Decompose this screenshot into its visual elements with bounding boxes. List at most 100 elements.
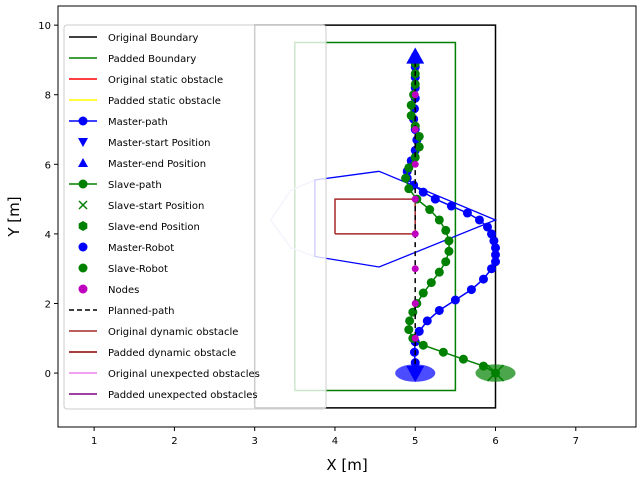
legend-label: Original dynamic obstacle — [108, 327, 238, 338]
legend-label: Padded static obstacle — [108, 96, 221, 107]
slave-path-point — [414, 131, 424, 141]
x-tick-label: 2 — [171, 436, 177, 447]
slave-path-point — [434, 215, 444, 225]
y-tick-label: 0 — [45, 369, 51, 380]
legend-dot-icon — [78, 263, 88, 273]
legend-label: Master-path — [108, 117, 168, 128]
legend-triangle-down-icon — [78, 138, 88, 147]
legend-label: Slave-end Position — [108, 222, 200, 233]
legend-label: Slave-Robot — [108, 264, 168, 275]
legend-box — [63, 24, 327, 410]
legend-dot-icon — [78, 242, 88, 252]
master-path-point — [487, 229, 496, 239]
y-tick-label: 8 — [45, 91, 51, 102]
master-path-point — [478, 274, 488, 284]
master-path-point — [466, 285, 476, 295]
master-path-point — [482, 222, 492, 232]
master-path-point — [409, 347, 419, 357]
slave-path-point — [444, 236, 454, 246]
master-path-point — [430, 194, 440, 204]
slave-start-marker — [486, 364, 505, 382]
y-axis-label: Y [m] — [5, 196, 23, 237]
slave-path-point — [414, 142, 424, 152]
slave-path-point — [405, 316, 415, 326]
slave-path-point — [458, 354, 468, 364]
legend-dot-icon — [78, 284, 88, 294]
axes-frame — [57, 5, 637, 428]
master-end-marker — [406, 47, 425, 64]
slave-path-point — [418, 340, 428, 350]
legend-x-icon — [78, 200, 88, 210]
slave-path-point — [444, 246, 454, 256]
legend-triangle-up-icon — [78, 158, 88, 167]
slave-path-point — [410, 152, 420, 162]
x-axis-label: X [m] — [326, 456, 367, 474]
slave-path-point — [438, 347, 448, 357]
slave-path-point — [404, 163, 414, 173]
slave-path-point — [406, 100, 416, 110]
legend-label: Master-Robot — [108, 243, 174, 254]
master-start-marker — [406, 365, 425, 383]
master-path-point — [434, 305, 444, 315]
master-path-point — [462, 208, 472, 218]
y-tick-label: 10 — [38, 21, 51, 32]
x-tick-label: 7 — [573, 436, 579, 447]
x-tick-label: 3 — [251, 436, 257, 447]
legend: Original Boundary Padded Boundary Original… — [63, 24, 327, 410]
y-tick-label: 6 — [45, 160, 51, 171]
node-point — [411, 160, 419, 168]
legend-label: Padded dynamic obstacle — [108, 348, 236, 359]
master-path-point — [489, 236, 499, 246]
master-sweep-outline — [314, 170, 498, 268]
legend-label: Original Boundary — [108, 33, 199, 44]
master-path-point — [450, 295, 460, 305]
slave-path-point — [434, 267, 444, 277]
slave-path-point — [404, 325, 414, 335]
master-path-point — [422, 316, 432, 326]
slave-path-point — [406, 111, 416, 121]
node-point — [411, 334, 419, 342]
master-path-point — [414, 326, 424, 336]
slave-path-point — [408, 307, 418, 317]
slave-path-point — [441, 257, 451, 267]
legend-label: Slave-path — [108, 180, 162, 191]
slave-path-point — [418, 288, 428, 298]
legend-label: Original static obstacle — [108, 75, 223, 86]
legend-label: Master-end Position — [108, 159, 206, 170]
master-path-point — [418, 187, 428, 197]
legend-label: Padded unexpected obstacles — [108, 390, 258, 401]
slave-path-point — [425, 205, 435, 215]
node-point — [411, 126, 419, 134]
slave-path-point — [441, 225, 451, 235]
legend-label: Original unexpected obstacles — [108, 369, 260, 380]
legend-label: Planned-path — [108, 306, 174, 317]
axis-ticks: 1 2 3 4 5 6 7 0 2 4 6 8 10 — [38, 21, 579, 447]
y-tick-label: 4 — [45, 230, 51, 241]
legend-label: Padded Boundary — [108, 54, 196, 65]
master-path-point — [474, 215, 484, 225]
slave-path-point — [401, 173, 411, 183]
master-path-point — [491, 257, 501, 267]
x-tick-label: 4 — [332, 436, 338, 447]
master-path-point — [446, 201, 456, 211]
legend-label: Master-start Position — [108, 138, 211, 149]
dynamic-obstacle — [334, 198, 416, 235]
legend-marker-icon — [78, 179, 88, 189]
legend-label: Nodes — [108, 285, 139, 296]
master-path-point — [487, 264, 496, 274]
x-tick-label: 5 — [412, 436, 418, 447]
node-point — [411, 91, 419, 99]
y-tick-label: 2 — [45, 299, 51, 310]
slave-path-point — [426, 278, 436, 288]
master-path-point — [491, 250, 501, 260]
legend-hexagon-icon — [78, 221, 88, 231]
master-path-point — [491, 243, 501, 253]
x-tick-label: 1 — [91, 436, 97, 447]
slave-path-point — [404, 184, 414, 194]
legend-label: Slave-start Position — [108, 201, 204, 212]
legend-marker-icon — [78, 116, 88, 126]
node-point — [411, 195, 419, 203]
node-point — [411, 299, 419, 307]
node-point — [411, 265, 419, 273]
